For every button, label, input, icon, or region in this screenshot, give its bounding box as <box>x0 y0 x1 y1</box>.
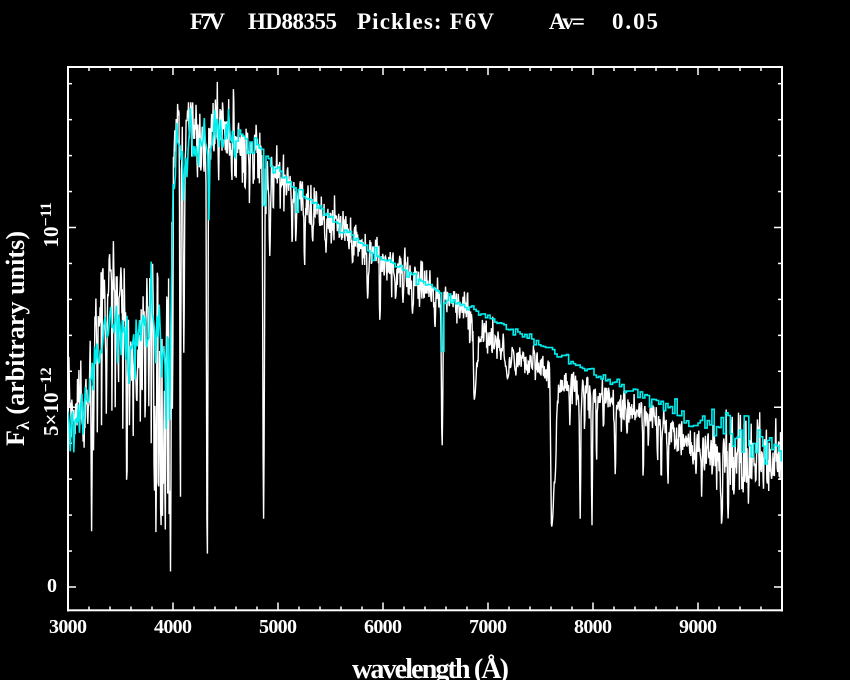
svg-text:Pickles: F6V: Pickles: F6V <box>357 9 494 34</box>
svg-text:5000: 5000 <box>259 616 297 638</box>
svg-text:3000: 3000 <box>49 616 87 638</box>
svg-text:4000: 4000 <box>154 616 192 638</box>
svg-text:0.05: 0.05 <box>612 9 658 34</box>
svg-text:9000: 9000 <box>679 616 717 638</box>
svg-text:wavelength (Å): wavelength (Å) <box>352 654 509 680</box>
svg-text:F7V: F7V <box>190 9 225 34</box>
svg-text:Fλ (arbitrary units): Fλ (arbitrary units) <box>1 231 33 446</box>
svg-text:Av=: Av= <box>549 9 585 34</box>
svg-text:0: 0 <box>47 575 57 597</box>
svg-text:6000: 6000 <box>364 616 402 638</box>
svg-text:8000: 8000 <box>574 616 612 638</box>
svg-text:HD88355: HD88355 <box>248 9 337 34</box>
svg-text:7000: 7000 <box>469 616 507 638</box>
